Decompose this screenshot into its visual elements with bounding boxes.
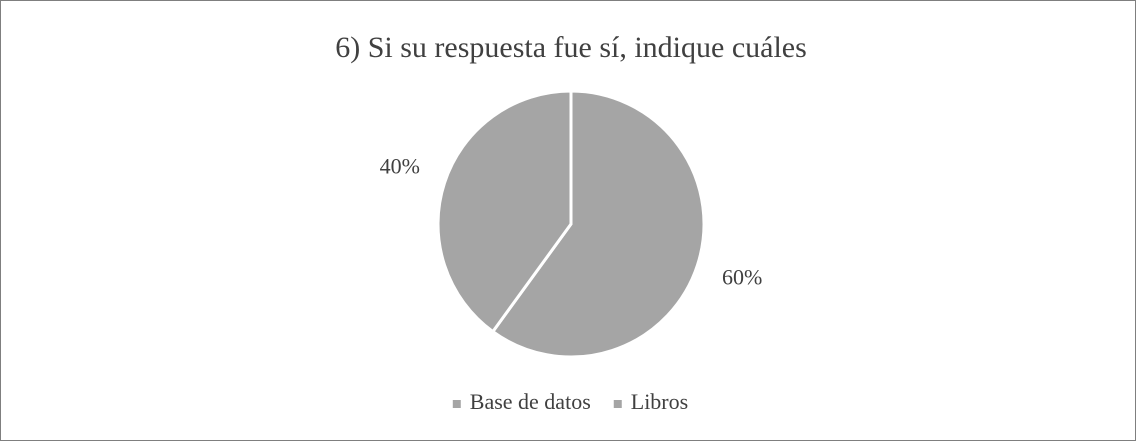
legend-swatch	[613, 400, 622, 408]
data-label: 60%	[722, 265, 762, 290]
data-label: 40%	[380, 153, 420, 178]
legend-swatch	[452, 400, 461, 408]
legend-label: Libros	[631, 389, 688, 414]
legend-label: Base de datos	[470, 389, 591, 414]
pie-slice	[490, 89, 706, 359]
chart-title: 6) Si su respuesta fue sí, indique cuále…	[335, 31, 807, 64]
pie-slice	[436, 89, 573, 334]
